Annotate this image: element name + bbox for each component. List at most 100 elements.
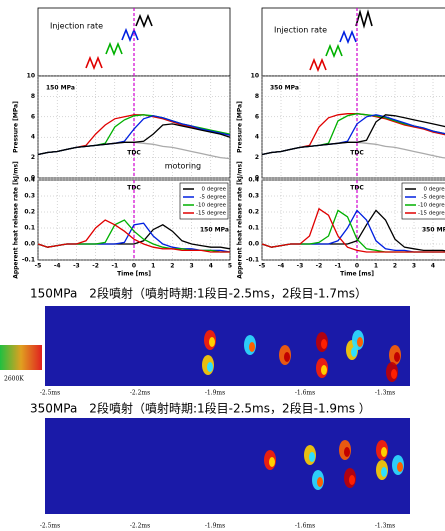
injection-pulses: [85, 9, 373, 73]
time-label: -1.9ms: [205, 390, 225, 397]
x-axis-label: Time [ms]: [117, 271, 151, 278]
flame: [397, 462, 403, 472]
flame: [321, 339, 327, 349]
x-axis-label: Time [ms]: [340, 271, 374, 278]
image-strip: [45, 418, 410, 514]
legend-label: -10 degree: [196, 203, 227, 209]
flame: [209, 337, 215, 347]
injection-label: Injection rate: [50, 22, 103, 31]
y-tick-label: 6: [31, 113, 35, 120]
x-tick-label: 1: [374, 263, 378, 270]
x-tick-label: -3: [73, 263, 80, 270]
flame: [344, 447, 350, 457]
y-tick-label: 0.4: [24, 177, 35, 184]
time-label: -1.3ms: [375, 390, 395, 397]
time-label: -2.5ms: [40, 523, 60, 530]
x-tick-label: 5: [228, 263, 232, 270]
flame: [357, 337, 363, 347]
y-tick-label: 0.0: [248, 241, 259, 248]
y-tick-label: 4: [31, 134, 35, 141]
note: motoring: [165, 162, 201, 171]
time-label: -1.3ms: [375, 523, 395, 530]
time-label: -1.9ms: [205, 523, 225, 530]
legend-label: -10 degree: [418, 203, 445, 209]
y-tick-label: 10: [251, 73, 259, 80]
x-tick-label: 2: [393, 263, 397, 270]
flame: [391, 369, 397, 379]
x-tick-label: -4: [54, 263, 61, 270]
x-tick-label: 4: [431, 263, 435, 270]
y-tick-label: 0.1: [24, 225, 35, 232]
tdc-label: TDC: [350, 185, 364, 192]
x-tick-label: -5: [35, 263, 42, 270]
tdc-label: TDC: [350, 150, 364, 157]
flame: [394, 352, 400, 362]
charts: -2.5ms -2.2ms -1.9ms -1.6ms -1.3ms -2.5ms -2.2…: [13, 8, 445, 530]
x-tick-label: 3: [412, 263, 416, 270]
flame: [249, 342, 255, 352]
y-tick-label: -0.1: [246, 257, 259, 264]
y-tick-label: 8: [31, 93, 35, 100]
time-label: -2.2ms: [130, 390, 150, 397]
x-tick-label: -4: [278, 263, 285, 270]
x-tick-label: -1: [111, 263, 118, 270]
series-line: [261, 114, 445, 156]
time-label: -1.6ms: [295, 390, 315, 397]
y-tick-label: 0.3: [24, 193, 35, 200]
flame: [381, 467, 387, 477]
x-tick-label: 0: [355, 263, 359, 270]
x-tick-label: -1: [335, 263, 342, 270]
y-tick-label: 0.1: [248, 225, 259, 232]
flame: [381, 447, 387, 457]
flame: [309, 452, 315, 462]
y-axis-label: Pressure [MPa]: [13, 101, 20, 153]
condition-label: 150 MPa: [46, 85, 75, 92]
legend-label: -5 degree: [421, 195, 445, 201]
y-axis-label: Pressure [MPa]: [237, 101, 244, 153]
color-bar: [0, 345, 42, 370]
legend-label: -15 degree: [418, 211, 445, 217]
flame: [284, 352, 290, 362]
series-line: [37, 219, 230, 253]
series-line: [261, 207, 445, 253]
y-tick-label: 0.3: [248, 193, 259, 200]
legend-label: -5 degree: [199, 195, 226, 201]
flame: [269, 457, 275, 467]
y-tick-label: 8: [255, 93, 259, 100]
x-tick-label: -5: [259, 263, 266, 270]
x-tick-label: 3: [190, 263, 194, 270]
x-tick-label: -2: [92, 263, 99, 270]
flame: [321, 365, 327, 375]
y-tick-label: 4: [255, 134, 259, 141]
tdc-label: TDC: [127, 150, 141, 157]
legend-label: -15 degree: [196, 211, 227, 217]
time-label: -1.6ms: [295, 523, 315, 530]
colorbar-label: 2600K: [4, 376, 24, 383]
y-axis-label: Apperent heat release rate [kJ/ms]: [13, 161, 20, 279]
x-tick-label: 2: [170, 263, 174, 270]
y-tick-label: 0: [255, 175, 259, 182]
y-tick-label: 0.2: [248, 209, 259, 216]
condition-label: 150 MPa: [200, 227, 229, 234]
flame: [351, 347, 357, 357]
time-label: -2.5ms: [40, 390, 60, 397]
flame: [349, 475, 355, 485]
x-tick-label: 0: [132, 263, 136, 270]
x-tick-label: 4: [209, 263, 213, 270]
x-tick-label: -3: [297, 263, 304, 270]
legend-label: 0 degree: [201, 187, 226, 193]
y-tick-label: 0.0: [24, 241, 35, 248]
caption: 150MPa 2段噴射（噴射時期:1段目-2.5ms，2段目-1.7ms）: [30, 286, 367, 301]
y-tick-label: 0: [31, 175, 35, 182]
y-tick-label: 10: [27, 73, 35, 80]
x-tick-label: 1: [151, 263, 155, 270]
caption: 350MPa 2段噴射（噴射時期:1段目-2.5ms，2段目-1.9ms ）: [30, 401, 371, 416]
y-axis-label: Apperent heat release rate [kJ/ms]: [237, 161, 244, 279]
y-tick-label: -0.1: [22, 257, 35, 264]
flame: [207, 362, 213, 372]
time-label: -2.2ms: [130, 523, 150, 530]
condition-label: 350 MPa: [422, 227, 445, 234]
y-tick-label: 6: [255, 113, 259, 120]
